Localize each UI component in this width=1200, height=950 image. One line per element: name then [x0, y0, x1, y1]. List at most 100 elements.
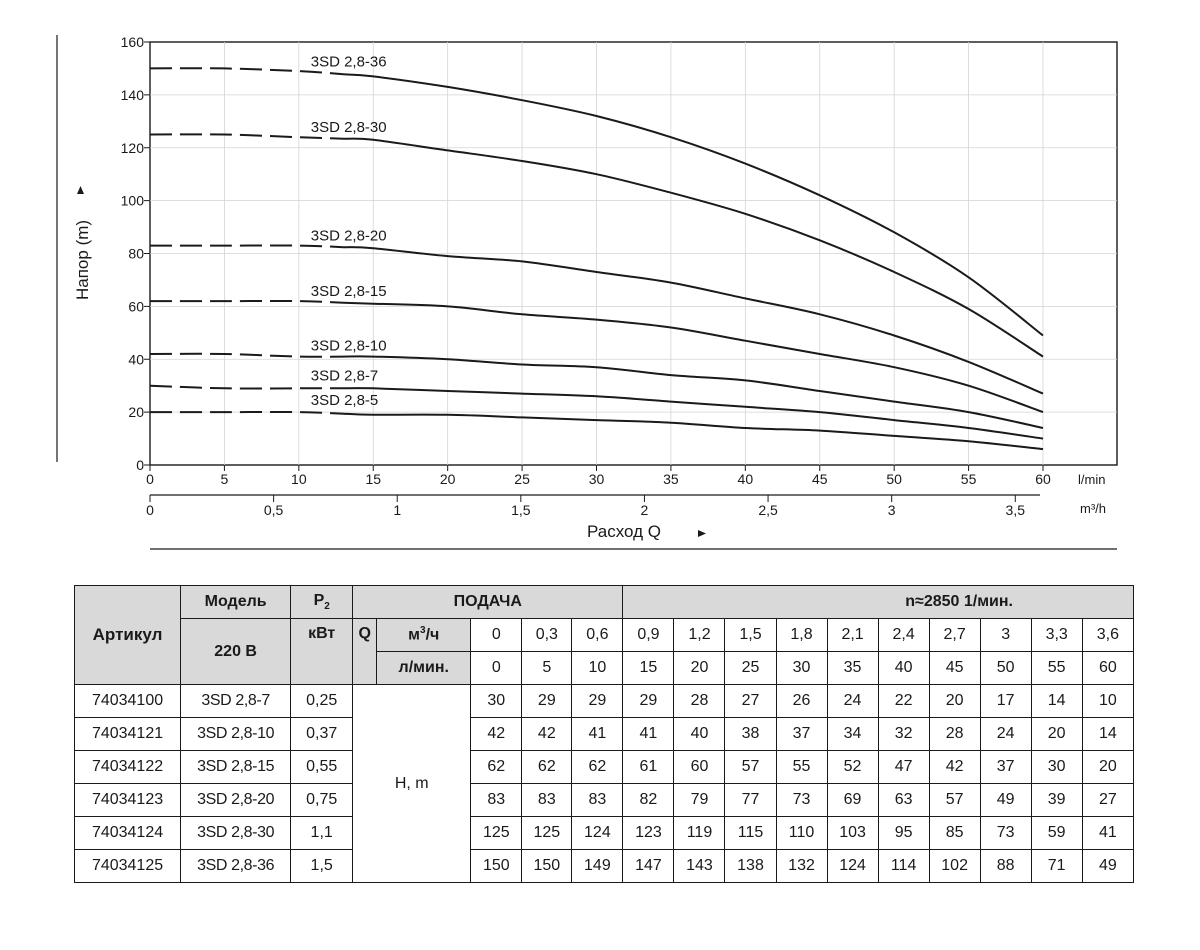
artikul-cell: 74034124 — [73, 816, 182, 850]
series-line — [343, 301, 1044, 414]
header-model: Модель — [180, 585, 292, 619]
flow-m3h-cell: 3 — [979, 618, 1032, 652]
head-cell: 20 — [1081, 750, 1135, 784]
x-axis-title: Расход Q — [587, 522, 661, 541]
head-cell: 29 — [622, 684, 675, 718]
header-p2: P2 — [290, 585, 354, 619]
series-dashed-line — [149, 244, 344, 249]
header-kw: кВт — [290, 618, 354, 685]
flow-lmin-cell: 15 — [622, 651, 675, 685]
series-line — [343, 137, 1044, 358]
head-cell: 49 — [979, 783, 1032, 817]
flow-lmin-cell: 55 — [1030, 651, 1083, 685]
head-cell: 24 — [826, 684, 879, 718]
head-cell: 37 — [979, 750, 1032, 784]
header-m3h: м3/ч — [376, 618, 472, 652]
x-tick-label: 15 — [365, 471, 381, 487]
head-cell: 79 — [673, 783, 726, 817]
x-tick-label: 50 — [886, 471, 902, 487]
flow-m3h-cell: 1,5 — [724, 618, 777, 652]
x-tick-label: 10 — [291, 471, 307, 487]
y-tick-label: 140 — [121, 87, 145, 103]
header-voltage: 220 В — [180, 618, 292, 685]
flow-m3h-cell: 1,8 — [775, 618, 828, 652]
series-line — [343, 412, 1044, 451]
head-cell: 138 — [724, 849, 777, 883]
head-cell: 28 — [928, 717, 981, 751]
x-tick-label: 25 — [514, 471, 530, 487]
head-cell: 42 — [928, 750, 981, 784]
x-secondary-tick-label: 2 — [641, 502, 649, 518]
flow-m3h-cell: 0 — [470, 618, 523, 652]
head-cell: 41 — [571, 717, 624, 751]
flow-m3h-cell: 2,7 — [928, 618, 981, 652]
x-secondary-tick-label: 0,5 — [264, 502, 284, 518]
head-cell: 71 — [1030, 849, 1083, 883]
model-cell: 3SD 2,8-36 — [180, 849, 292, 883]
head-cell: 38 — [724, 717, 777, 751]
series-dashed-line — [149, 133, 344, 140]
head-cell: 61 — [622, 750, 675, 784]
artikul-cell: 74034123 — [73, 783, 182, 817]
flow-lmin-cell: 40 — [877, 651, 930, 685]
x-tick-label: 40 — [738, 471, 754, 487]
flow-m3h-cell: 0,9 — [622, 618, 675, 652]
series-group — [149, 67, 1044, 451]
m3h-superscript: 3 — [420, 625, 426, 637]
y-axis-title: Напор (m) — [73, 220, 92, 300]
head-cell: 73 — [775, 783, 828, 817]
head-cell: 62 — [470, 750, 523, 784]
x-tick-label: 60 — [1035, 471, 1051, 487]
head-cell: 29 — [571, 684, 624, 718]
head-cell: 110 — [775, 816, 828, 850]
series-label: 3SD 2,8-7 — [311, 367, 379, 384]
y-tick-label: 20 — [128, 404, 144, 420]
series-label: 3SD 2,8-5 — [311, 392, 379, 409]
table-row: 74034125 3SD 2,8-36 1,5 150 150 149 147 143 138 1… — [73, 849, 1135, 883]
head-cell: 57 — [724, 750, 777, 784]
p2-subscript: 2 — [324, 601, 330, 613]
head-cell: 10 — [1081, 684, 1135, 718]
head-cell: 63 — [877, 783, 930, 817]
x-unit-secondary: m³/h — [1080, 501, 1106, 516]
model-cell: 3SD 2,8-7 — [180, 684, 292, 718]
head-cell: 69 — [826, 783, 879, 817]
flow-lmin-cell: 60 — [1081, 651, 1135, 685]
header-q: Q — [352, 618, 378, 685]
x-axis-arrow-icon — [698, 530, 706, 537]
x-secondary-tick-group: 0 0,5 1 1,5 2 2,5 3 3,5 — [146, 495, 1025, 518]
table-row: 74034122 3SD 2,8-15 0,55 62 62 62 61 60 57 55 52 47… — [73, 750, 1135, 784]
p2-letter: P — [313, 591, 325, 609]
series-line — [343, 73, 1044, 337]
head-cell: 147 — [622, 849, 675, 883]
head-cell: 39 — [1030, 783, 1083, 817]
head-cell: 41 — [622, 717, 675, 751]
y-axis-arrow-icon — [77, 186, 84, 194]
artikul-cell: 74034100 — [73, 684, 182, 718]
flow-m3h-cell: 3,6 — [1081, 618, 1135, 652]
head-cell: 85 — [928, 816, 981, 850]
head-cell: 125 — [521, 816, 573, 850]
x-tick-group: 0 5 10 15 20 25 30 35 40 45 50 55 60 — [146, 465, 1051, 487]
x-secondary-tick-label: 0 — [146, 502, 154, 518]
x-tick-label: 20 — [440, 471, 456, 487]
y-tick-label: 120 — [121, 140, 145, 156]
head-cell: 83 — [521, 783, 573, 817]
power-cell: 0,75 — [290, 783, 354, 817]
head-cell: 57 — [928, 783, 981, 817]
y-tick-label: 40 — [128, 351, 144, 367]
flow-m3h-cell: 2,4 — [877, 618, 930, 652]
m3h-suffix: /ч — [425, 626, 440, 644]
head-cell: 114 — [877, 849, 930, 883]
head-cell: 60 — [673, 750, 726, 784]
head-cell: 29 — [521, 684, 573, 718]
head-cell: 59 — [1030, 816, 1083, 850]
flow-m3h-cell: 2,1 — [826, 618, 879, 652]
flow-m3h-cell: 1,2 — [673, 618, 726, 652]
flow-lmin-cell: 25 — [724, 651, 777, 685]
y-tick-label: 160 — [121, 34, 145, 50]
flow-lmin-cell: 0 — [470, 651, 523, 685]
head-cell: 115 — [724, 816, 777, 850]
head-cell: 30 — [1030, 750, 1083, 784]
x-secondary-tick-label: 3 — [888, 502, 896, 518]
